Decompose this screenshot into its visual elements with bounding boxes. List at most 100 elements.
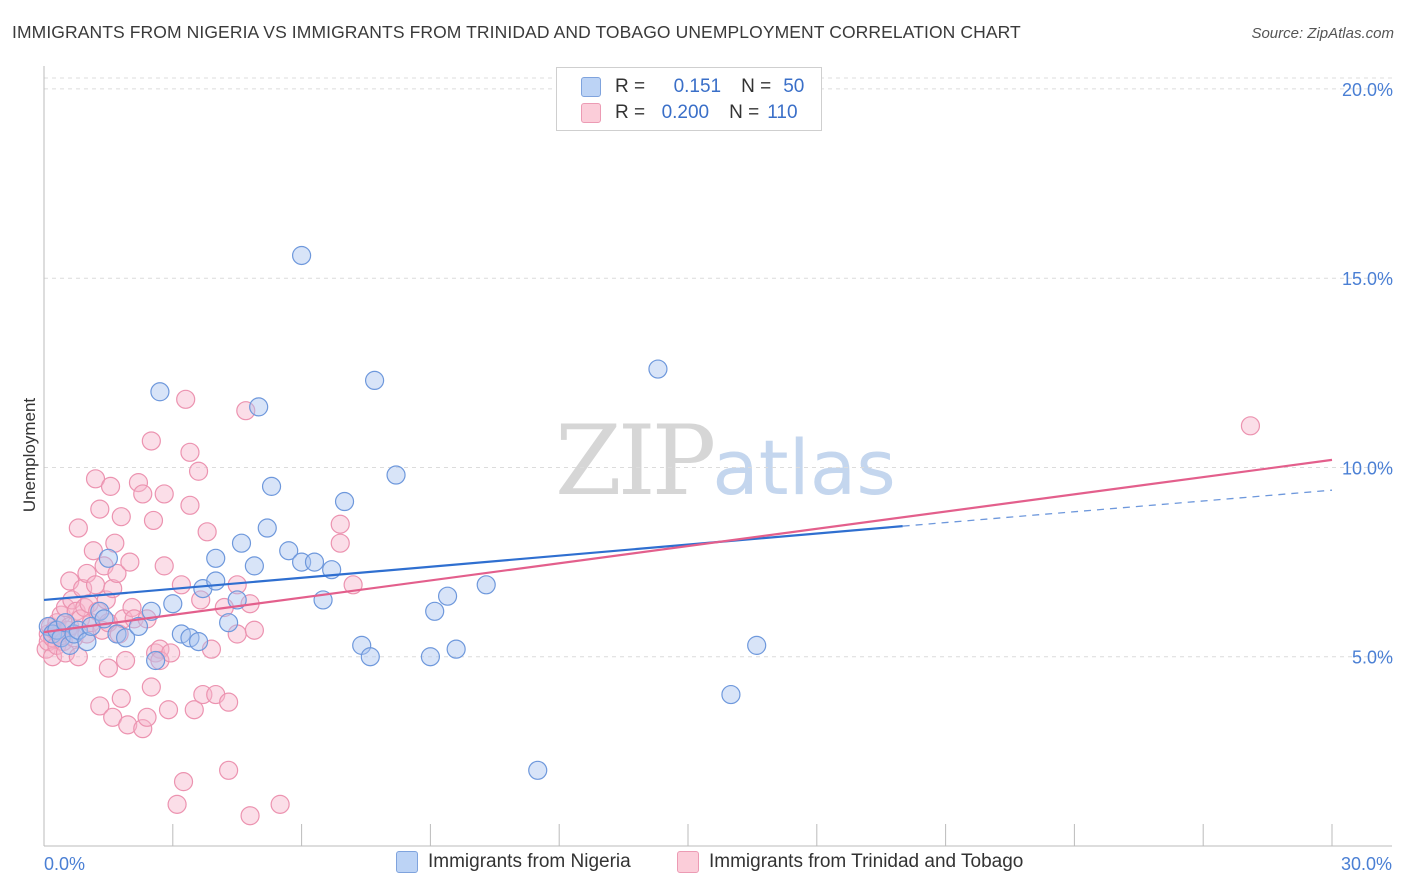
point-nigeria	[115, 628, 136, 648]
point-trinidad	[176, 389, 196, 409]
point-trinidad	[330, 533, 350, 553]
point-trinidad	[244, 620, 264, 640]
point-nigeria	[231, 533, 252, 553]
legend-r-label: R =	[615, 102, 646, 123]
legend-n-label: N =	[729, 102, 760, 123]
point-nigeria	[206, 548, 226, 568]
point-nigeria	[227, 590, 247, 610]
bottom-legend-label-trinidad: Immigrants from Trinidad and Tobago	[709, 851, 1024, 872]
y-tick-label: 20.0%	[1342, 80, 1393, 100]
trendline-nigeria-extension	[902, 489, 1333, 527]
legend-swatch-trinidad	[581, 103, 601, 123]
point-nigeria	[244, 556, 264, 576]
bottom-legend-swatch-nigeria	[396, 851, 418, 873]
y-tick-label: 5.0%	[1352, 648, 1393, 668]
point-trinidad	[184, 700, 204, 720]
point-trinidad	[219, 692, 239, 712]
source-label: Source: ZipAtlas.com	[1251, 25, 1394, 42]
y-axis-label: Unemployment	[20, 397, 39, 513]
point-nigeria	[292, 245, 312, 266]
bottom-legend-trinidad: Immigrants from Trinidad and Tobago	[677, 851, 1023, 873]
point-nigeria	[163, 594, 183, 614]
legend-n-value: 50	[783, 76, 805, 97]
point-trinidad	[240, 806, 260, 826]
point-trinidad	[128, 473, 149, 493]
point-trinidad	[219, 760, 239, 780]
point-nigeria	[249, 397, 269, 417]
point-trinidad	[111, 688, 131, 708]
watermark: ZIPatlas	[555, 405, 896, 517]
trendline-nigeria	[43, 525, 903, 602]
point-trinidad	[100, 476, 121, 496]
bottom-legend-label-nigeria: Immigrants from Nigeria	[428, 851, 631, 872]
point-trinidad	[90, 696, 110, 716]
point-nigeria	[150, 382, 170, 402]
point-trinidad	[141, 431, 161, 451]
chart-title: IMMIGRANTS FROM NIGERIA VS IMMIGRANTS FR…	[12, 22, 1021, 42]
point-trinidad	[133, 484, 153, 504]
point-nigeria	[257, 518, 277, 538]
point-trinidad	[143, 510, 164, 531]
x-tick-label: 0.0%	[44, 854, 85, 874]
point-nigeria	[528, 760, 548, 780]
point-trinidad	[173, 772, 194, 792]
bottom-legend-swatch-trinidad	[677, 851, 699, 873]
point-trinidad	[90, 499, 110, 519]
point-trinidad	[150, 639, 170, 659]
point-trinidad	[167, 794, 187, 814]
legend-row-nigeria: R = 0.151 N = 50	[581, 74, 804, 100]
point-trinidad	[1240, 416, 1261, 436]
legend-r-value: 0.151	[673, 76, 722, 97]
point-nigeria	[279, 541, 299, 561]
point-nigeria	[188, 631, 209, 652]
point-nigeria	[261, 476, 282, 496]
point-nigeria	[721, 684, 741, 705]
y-tick-label: 15.0%	[1342, 269, 1393, 289]
point-trinidad	[133, 719, 153, 739]
legend-n-label: N =	[741, 76, 772, 97]
legend-n-value: 110	[767, 102, 798, 123]
point-trinidad	[68, 518, 88, 538]
point-trinidad	[141, 677, 161, 697]
point-nigeria	[77, 631, 97, 652]
point-trinidad	[137, 707, 157, 727]
legend-swatch-nigeria	[581, 77, 601, 97]
point-trinidad	[171, 575, 191, 595]
point-nigeria	[364, 370, 385, 390]
point-nigeria	[98, 548, 119, 568]
point-nigeria	[386, 465, 406, 485]
watermark-zip: ZIP	[555, 405, 716, 517]
point-nigeria	[648, 359, 668, 379]
point-trinidad	[150, 650, 170, 671]
point-nigeria	[128, 616, 149, 637]
point-trinidad	[118, 715, 138, 735]
point-trinidad	[154, 484, 174, 504]
point-nigeria	[437, 586, 458, 606]
legend-row-trinidad: R = 0.200 N = 110	[581, 100, 798, 126]
point-trinidad	[180, 442, 200, 462]
point-nigeria	[747, 635, 767, 655]
point-nigeria	[425, 601, 445, 621]
point-trinidad	[111, 507, 131, 527]
point-trinidad	[107, 563, 127, 584]
point-nigeria	[141, 601, 161, 621]
point-trinidad	[158, 700, 179, 720]
point-trinidad	[120, 552, 140, 572]
point-trinidad	[197, 522, 217, 542]
point-nigeria	[360, 647, 380, 667]
point-trinidad	[180, 495, 200, 515]
point-nigeria	[146, 650, 166, 671]
x-tick-label: 30.0%	[1341, 854, 1392, 874]
legend-r-label: R =	[615, 76, 646, 97]
trendline-trinidad	[43, 458, 1333, 634]
point-trinidad	[85, 575, 106, 595]
legend-r-value: 0.200	[661, 102, 710, 123]
legend-box: R = 0.151 N = 50 R = 0.200 N = 110	[556, 67, 822, 131]
point-trinidad	[83, 541, 103, 561]
point-trinidad	[161, 643, 181, 663]
point-trinidad	[85, 469, 106, 489]
point-nigeria	[206, 571, 226, 591]
point-trinidad	[98, 658, 119, 678]
point-trinidad	[330, 514, 350, 534]
y-tick-label: 10.0%	[1342, 458, 1393, 478]
